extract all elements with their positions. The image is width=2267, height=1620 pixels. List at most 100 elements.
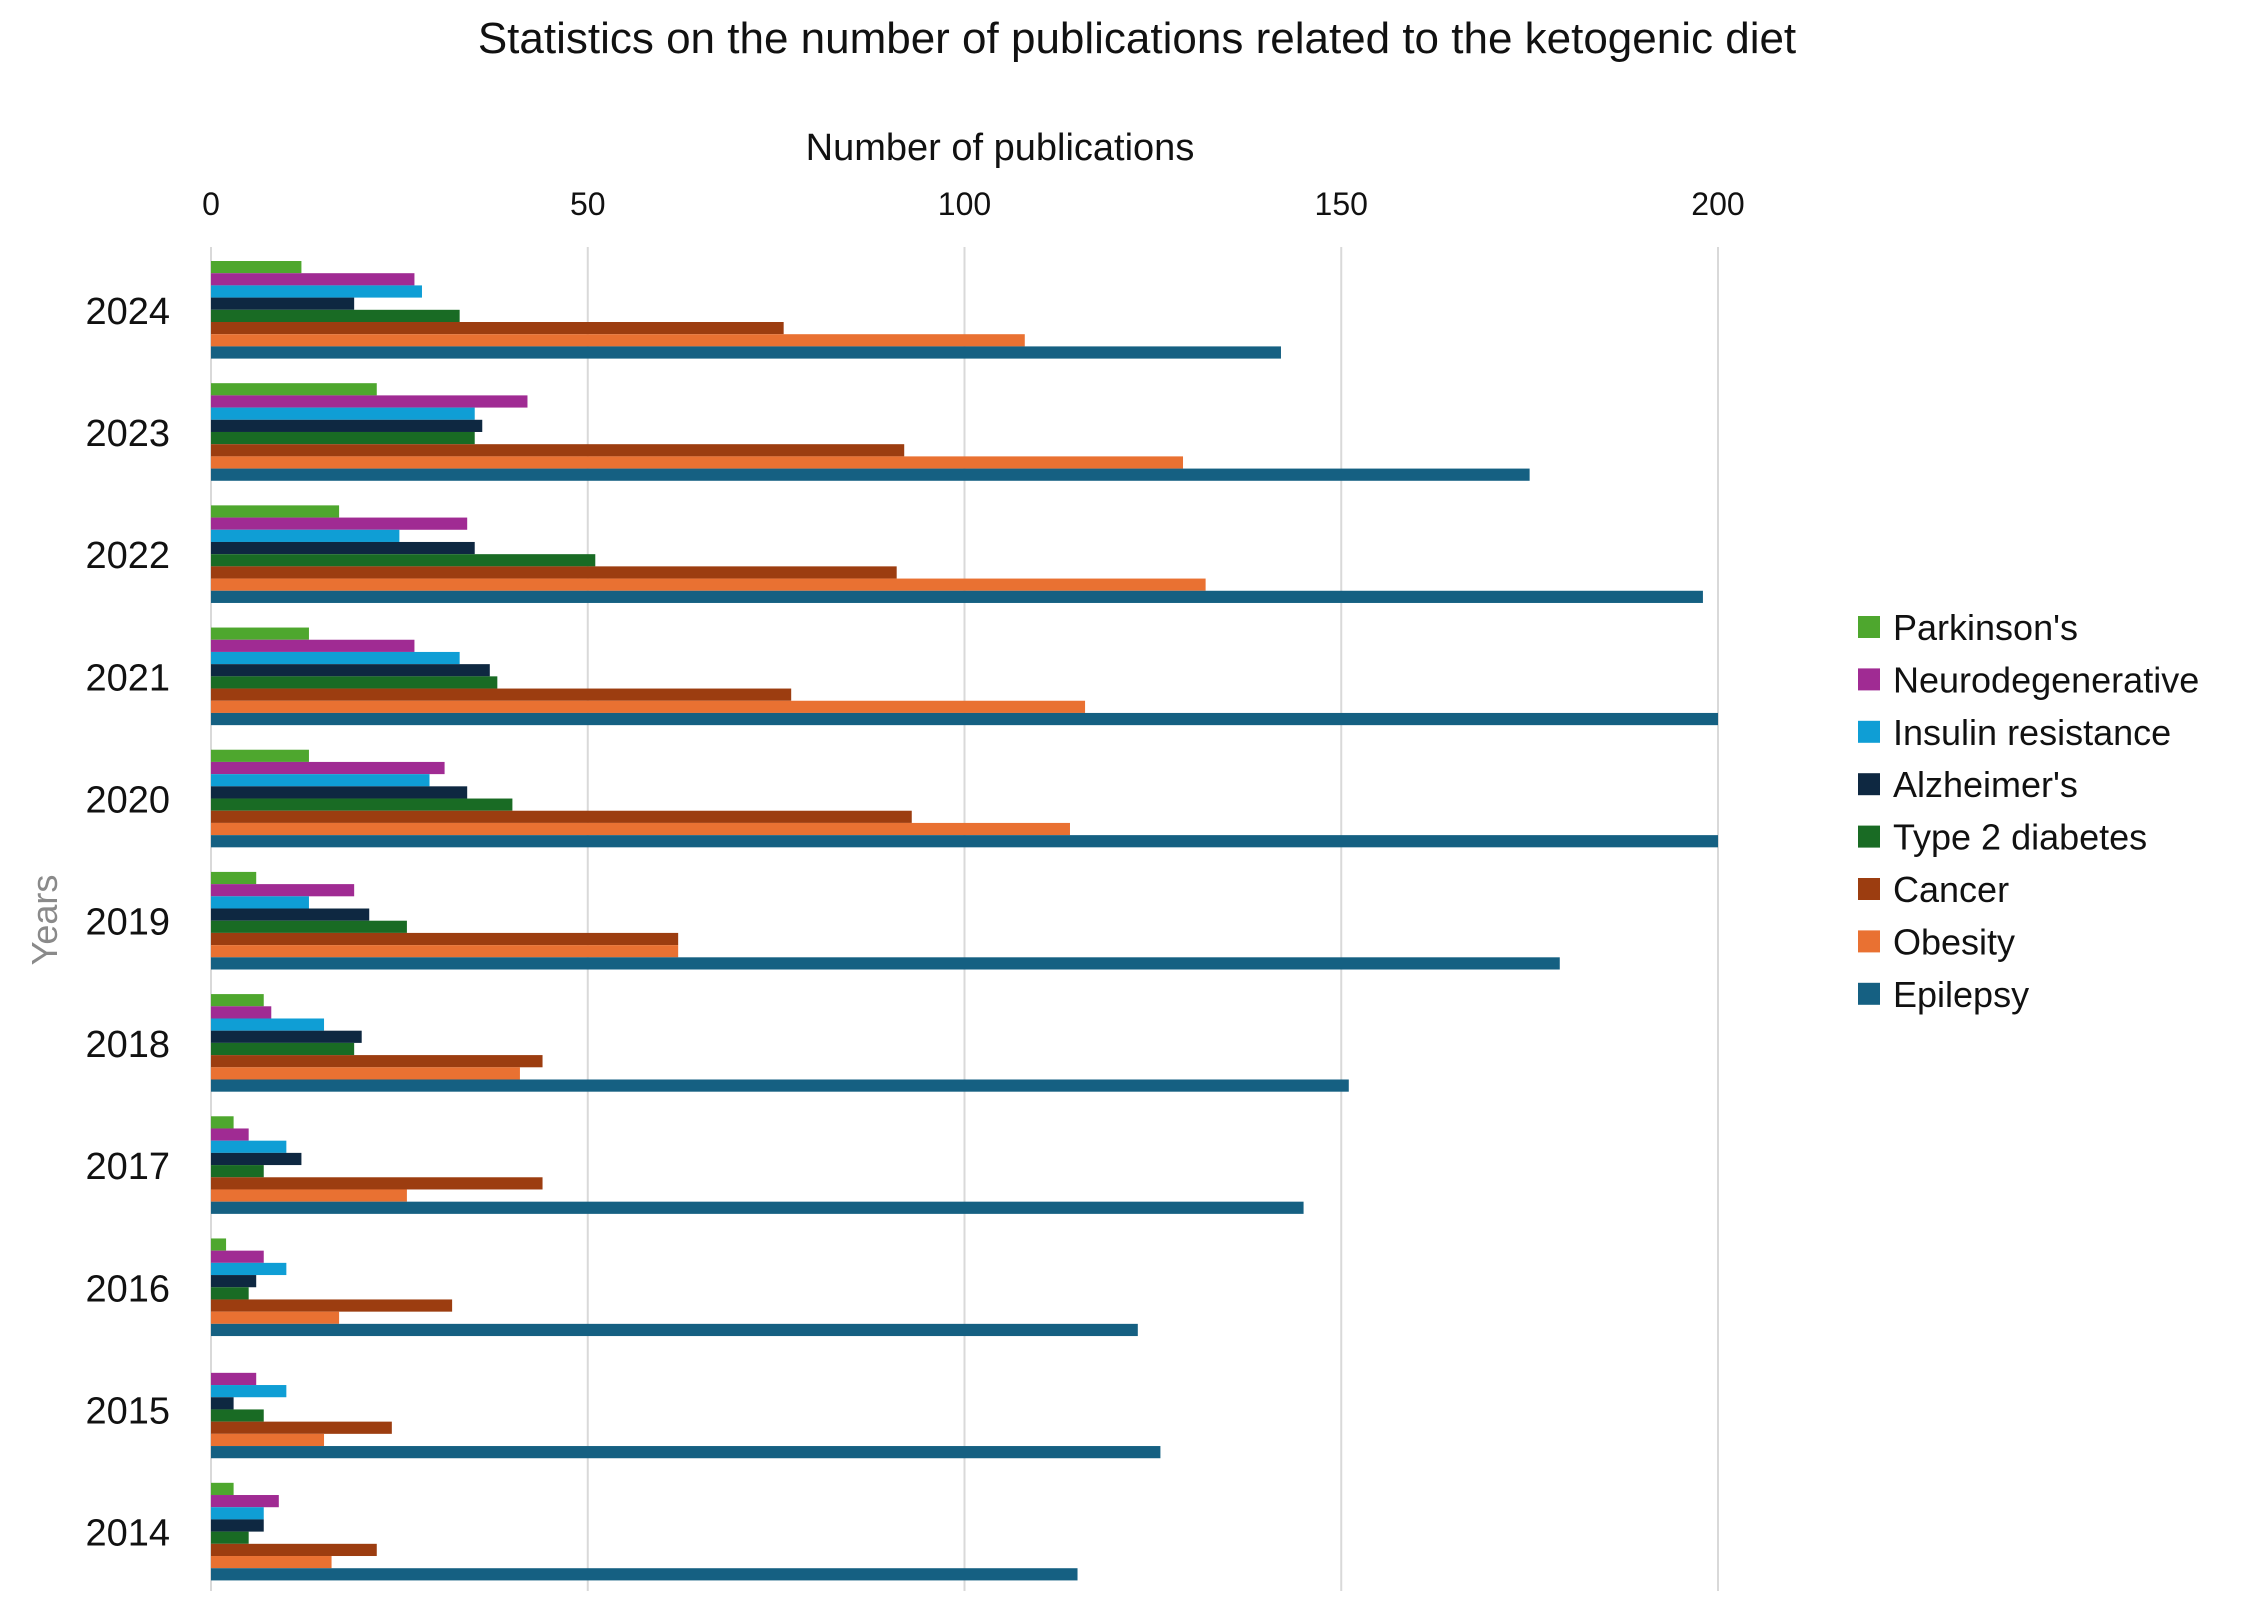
bar-parkinson-s-2014 (211, 1482, 234, 1496)
legend-label-insulin-resistance: Insulin resistance (1893, 712, 2171, 753)
bar-epilepsy-2015 (211, 1446, 1161, 1459)
bar-type-2-diabetes-2021 (211, 676, 498, 689)
bar-epilepsy-2023 (211, 468, 1530, 481)
x-tick-label-0: 0 (202, 186, 220, 222)
legend-label-epilepsy: Epilepsy (1893, 974, 2029, 1015)
bar-epilepsy-2014 (211, 1568, 1078, 1581)
bar-cancer-2020 (211, 810, 912, 823)
bar-insulin-resistance-2014 (211, 1507, 264, 1520)
bar-cancer-2023 (211, 444, 905, 457)
legend-label-cancer: Cancer (1893, 869, 2009, 910)
legend-item-parkinson-s: Parkinson's (1858, 607, 2078, 648)
bar-parkinson-s-2022 (211, 505, 340, 518)
bar-insulin-resistance-2024 (211, 285, 422, 298)
category-group-2017 (211, 1116, 1304, 1214)
bar-insulin-resistance-2022 (211, 529, 400, 542)
bar-type-2-diabetes-2022 (211, 554, 596, 567)
legend-item-cancer: Cancer (1858, 869, 2009, 910)
category-group-2021 (211, 627, 1718, 726)
legend-label-neurodegenerative: Neurodegenerative (1893, 659, 2199, 700)
bar-cancer-2022 (211, 566, 897, 579)
bar-neurodegenerative-2015 (211, 1372, 257, 1386)
bar-obesity-2022 (211, 578, 1206, 591)
y-category-label-2024: 2024 (85, 291, 170, 333)
legend-label-parkinson-s: Parkinson's (1893, 607, 2078, 648)
bar-obesity-2017 (211, 1189, 407, 1202)
y-category-label-2018: 2018 (85, 1024, 170, 1066)
x-tick-label-100: 100 (938, 186, 991, 222)
bar-cancer-2024 (211, 322, 784, 335)
category-group-2022 (211, 505, 1703, 603)
category-group-2023 (211, 383, 1530, 481)
bar-neurodegenerative-2016 (211, 1250, 264, 1263)
bar-insulin-resistance-2016 (211, 1262, 287, 1276)
bar-epilepsy-2016 (211, 1323, 1138, 1337)
x-axis-ticks: 0 50 100 150 200 (202, 186, 1745, 222)
bar-type-2-diabetes-2016 (211, 1287, 249, 1300)
bar-cancer-2015 (211, 1421, 392, 1434)
bar-alzheimer-s-2020 (211, 786, 468, 799)
bar-alzheimer-s-2022 (211, 541, 475, 555)
bar-type-2-diabetes-2014 (211, 1531, 249, 1544)
bar-alzheimer-s-2021 (211, 664, 490, 677)
bar-neurodegenerative-2021 (211, 639, 415, 652)
y-category-label-2017: 2017 (85, 1146, 170, 1188)
chart-title: Statistics on the number of publications… (478, 14, 1796, 63)
legend-label-alzheimer-s: Alzheimer's (1893, 764, 2078, 805)
y-category-label-2020: 2020 (85, 780, 170, 822)
bar-epilepsy-2018 (211, 1079, 1349, 1092)
bar-obesity-2020 (211, 822, 1070, 836)
bar-parkinson-s-2024 (211, 261, 302, 274)
bar-insulin-resistance-2017 (211, 1140, 287, 1153)
bar-alzheimer-s-2024 (211, 297, 355, 310)
legend-swatch-insulin-resistance (1858, 720, 1880, 743)
bar-parkinson-s-2020 (211, 749, 309, 762)
bar-obesity-2019 (211, 945, 679, 958)
bar-obesity-2024 (211, 334, 1025, 347)
bar-neurodegenerative-2020 (211, 761, 445, 775)
bar-insulin-resistance-2019 (211, 896, 309, 909)
legend-item-neurodegenerative: Neurodegenerative (1858, 659, 2199, 700)
category-group-2016 (211, 1238, 1138, 1337)
bar-epilepsy-2017 (211, 1201, 1304, 1214)
bar-epilepsy-2022 (211, 590, 1703, 603)
bar-epilepsy-2020 (211, 835, 1718, 848)
y-category-label-2022: 2022 (85, 535, 170, 577)
bar-insulin-resistance-2020 (211, 774, 430, 787)
bar-alzheimer-s-2015 (211, 1397, 234, 1410)
bar-cancer-2021 (211, 688, 792, 701)
y-category-label-2016: 2016 (85, 1268, 170, 1310)
bar-neurodegenerative-2017 (211, 1128, 249, 1141)
bar-epilepsy-2024 (211, 346, 1281, 359)
category-group-2015 (211, 1372, 1161, 1459)
legend-label-obesity: Obesity (1893, 921, 2015, 962)
bar-epilepsy-2021 (211, 712, 1718, 726)
bar-obesity-2021 (211, 700, 1086, 713)
bar-obesity-2023 (211, 456, 1184, 469)
bar-obesity-2014 (211, 1556, 332, 1569)
bar-type-2-diabetes-2015 (211, 1409, 264, 1422)
legend-label-type-2-diabetes: Type 2 diabetes (1893, 817, 2147, 858)
y-axis-categories: 2024 2023 2022 2021 2020 2019 2018 2017 2016 2015… (85, 291, 170, 1555)
bar-insulin-resistance-2021 (211, 651, 460, 665)
bar-parkinson-s-2021 (211, 627, 309, 640)
bar-obesity-2015 (211, 1433, 325, 1447)
bar-type-2-diabetes-2024 (211, 309, 460, 322)
bar-neurodegenerative-2019 (211, 884, 355, 897)
category-group-2019 (211, 871, 1560, 970)
legend-item-epilepsy: Epilepsy (1858, 974, 2029, 1015)
bar-neurodegenerative-2018 (211, 1006, 272, 1019)
bar-alzheimer-s-2023 (211, 419, 483, 432)
legend-swatch-cancer (1858, 878, 1880, 900)
legend-item-obesity: Obesity (1858, 921, 2015, 962)
bar-obesity-2016 (211, 1311, 340, 1324)
bar-type-2-diabetes-2020 (211, 798, 513, 811)
bar-obesity-2018 (211, 1067, 520, 1080)
category-group-2020 (211, 749, 1718, 848)
y-axis-title: Years (24, 875, 65, 966)
bar-type-2-diabetes-2019 (211, 920, 407, 933)
bar-type-2-diabetes-2018 (211, 1042, 355, 1056)
bar-alzheimer-s-2019 (211, 908, 370, 921)
bar-parkinson-s-2023 (211, 383, 377, 396)
